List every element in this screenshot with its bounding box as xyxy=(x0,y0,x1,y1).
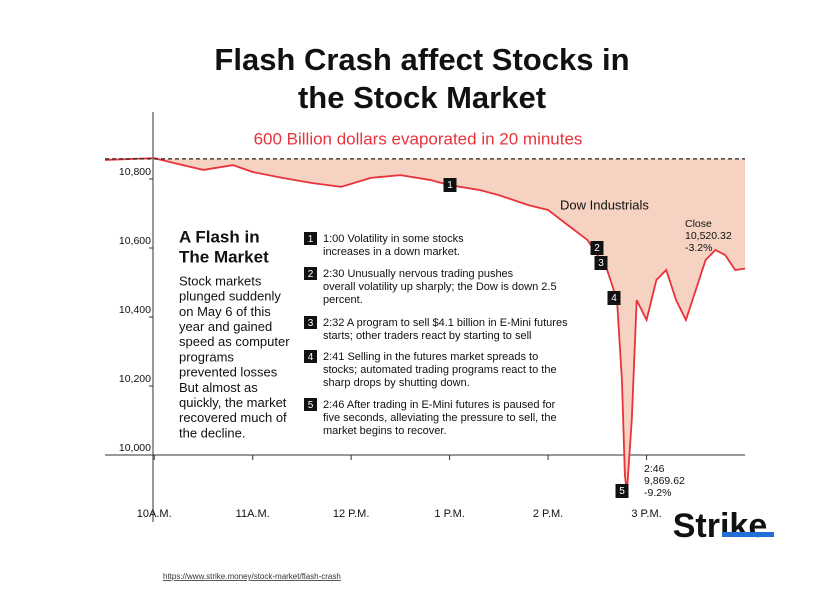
title: Flash Crash affect Stocks in xyxy=(214,42,629,77)
sidebar-text: Stock markets xyxy=(179,273,262,288)
logo-underline xyxy=(722,532,774,537)
step-text: market begins to recover. xyxy=(323,425,447,437)
step-text: sharp drops by shutting down. xyxy=(323,377,470,389)
y-tick-label: 10,200 xyxy=(119,373,151,385)
chart-marker xyxy=(590,241,604,255)
low-label: -9.2% xyxy=(644,487,671,499)
step-number: 1 xyxy=(308,234,314,245)
step-text: five seconds, alleviating the pressure t… xyxy=(323,412,557,424)
sidebar-text: on May 6 of this xyxy=(179,304,271,319)
close-label: -3.2% xyxy=(685,242,712,254)
step-text: 2:46 After trading in E-Mini futures is … xyxy=(323,399,556,411)
step-text: increases in a down market. xyxy=(323,246,460,258)
step-number: 5 xyxy=(308,400,314,411)
chart-marker-number: 5 xyxy=(619,486,625,497)
x-tick-label: 2 P.M. xyxy=(533,508,563,520)
sidebar-text: prevented losses xyxy=(179,365,278,380)
step-badge xyxy=(304,398,317,411)
chart-marker-number: 4 xyxy=(611,293,617,304)
x-tick-label: 1 P.M. xyxy=(434,508,464,520)
sidebar-text: plunged suddenly xyxy=(179,289,281,304)
low-label: 9,869.62 xyxy=(644,475,685,487)
chart-marker xyxy=(594,256,608,270)
sidebar-heading: A Flash in xyxy=(179,227,260,246)
legend-label: Dow Industrials xyxy=(560,197,649,212)
low-label: 2:46 xyxy=(644,463,665,475)
title: the Stock Market xyxy=(298,80,546,115)
step-text: percent. xyxy=(323,294,363,306)
step-number: 4 xyxy=(308,352,314,363)
step-badge xyxy=(304,350,317,363)
x-tick-label: 11A.M. xyxy=(236,508,270,520)
chart-marker xyxy=(607,291,621,305)
step-text: 2:32 A program to sell $4.1 billion in E… xyxy=(323,317,568,329)
step-text: 1:00 Volatility in some stocks xyxy=(323,233,464,245)
chart-marker-number: 1 xyxy=(447,180,453,191)
chart-marker xyxy=(443,178,457,192)
step-number: 3 xyxy=(308,318,314,329)
y-tick-label: 10,000 xyxy=(119,442,151,454)
close-label: 10,520.32 xyxy=(685,230,732,242)
sidebar-text: the decline. xyxy=(179,425,246,440)
chart-marker-number: 2 xyxy=(594,243,600,254)
step-text: 2:30 Unusually nervous trading pushes xyxy=(323,268,514,280)
step-text: starts; other traders react by starting … xyxy=(323,330,531,342)
step-badge xyxy=(304,267,317,280)
close-label: Close xyxy=(685,218,712,230)
sidebar-text: recovered much of xyxy=(179,410,287,425)
source-url: https://www.strike.money/stock-market/fl… xyxy=(163,572,341,581)
step-number: 2 xyxy=(308,269,314,280)
step-badge xyxy=(304,232,317,245)
y-tick-label: 10,800 xyxy=(119,166,151,178)
sidebar-text: programs xyxy=(179,349,234,364)
step-badge xyxy=(304,316,317,329)
plot: 600 Billion dollars evaporated in 20 min… xyxy=(104,112,746,522)
x-tick-label: 12 P.M. xyxy=(333,508,370,520)
chart-marker xyxy=(615,484,629,498)
step-text: overall volatility up sharply; the Dow i… xyxy=(323,281,557,293)
area xyxy=(105,158,745,493)
subtitle: 600 Billion dollars evaporated in 20 min… xyxy=(254,129,583,148)
sidebar-heading: The Market xyxy=(179,247,269,266)
y-tick-label: 10,600 xyxy=(119,235,151,247)
step-text: stocks; automated trading programs react… xyxy=(323,364,557,376)
sidebar-text: speed as computer xyxy=(179,334,290,349)
x-tick-label: 3 P.M. xyxy=(631,508,661,520)
logo: Strike xyxy=(673,507,768,545)
chart-marker-number: 3 xyxy=(598,258,604,269)
sidebar-text: year and gained xyxy=(179,319,272,334)
step-text: 2:41 Selling in the futures market sprea… xyxy=(323,351,538,363)
x-tick-label: 10A.M. xyxy=(137,508,172,520)
sidebar-text: quickly, the market xyxy=(179,395,287,410)
y-tick-label: 10,400 xyxy=(119,304,151,316)
sidebar-text: But almost as xyxy=(179,380,258,395)
